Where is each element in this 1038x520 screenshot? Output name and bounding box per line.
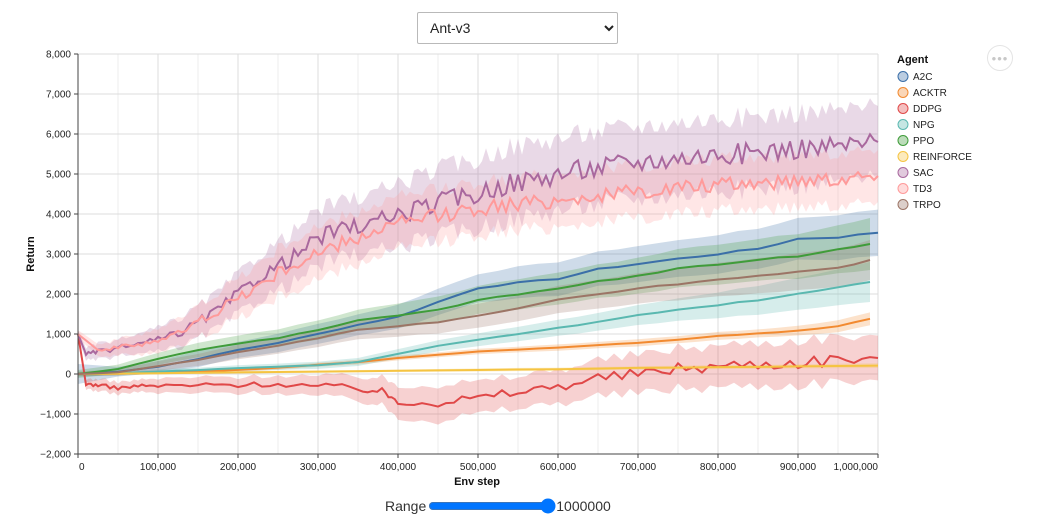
more-horizontal-icon: ••• <box>991 50 1009 66</box>
y-tick-label: 7,000 <box>46 90 71 101</box>
x-tick-label: 0 <box>79 462 85 473</box>
line-reinforce <box>77 364 879 375</box>
y-tick-label: 5,000 <box>46 170 71 181</box>
range-control: Range 1000000 <box>385 494 611 518</box>
x-tick-label: 200,000 <box>220 462 257 473</box>
y-tick-label: 6,000 <box>46 130 71 141</box>
y-tick-label: 0 <box>65 370 71 381</box>
y-tick-label: 1,000 <box>46 330 71 341</box>
legend: Agent A2C ACKTR DDPG NPG PPO REINFORCE SAC TD3 T… <box>897 54 972 211</box>
line-sac <box>77 132 879 357</box>
x-tick-label: 900,000 <box>780 462 817 473</box>
x-tick-label: 800,000 <box>700 462 737 473</box>
more-options-button[interactable]: ••• <box>987 45 1013 71</box>
x-tick-label: 600,000 <box>540 462 577 473</box>
line-a2c <box>77 231 879 375</box>
y-tick-label: −1,000 <box>40 410 71 421</box>
legend-item-npg[interactable]: NPG <box>913 120 935 131</box>
y-tick-label: 3,000 <box>46 250 71 261</box>
legend-item-a2c[interactable]: A2C <box>913 72 932 83</box>
y-tick-label: 4,000 <box>46 210 71 221</box>
legend-swatch-npg <box>897 119 909 130</box>
legend-swatch-td3 <box>897 183 909 194</box>
legend-item-td3[interactable]: TD3 <box>913 184 932 195</box>
line-npg <box>77 281 871 376</box>
chart-axes: −2,000 −1,000 0 1,000 2,000 3,000 4,000 5,000 6,… <box>40 50 879 473</box>
legend-title: Agent <box>897 54 929 66</box>
band-a2c <box>78 209 878 384</box>
line-acktr <box>77 317 871 375</box>
legend-item-acktr[interactable]: ACKTR <box>913 88 947 99</box>
x-tick-label: 100,000 <box>140 462 177 473</box>
y-axis-title: Return <box>25 236 37 272</box>
x-tick-label: 1,000,000 <box>834 462 879 473</box>
legend-swatch-reinforce <box>897 151 909 162</box>
legend-swatch-ddpg <box>897 103 909 114</box>
x-tick-label: 500,000 <box>460 462 497 473</box>
range-label: Range <box>385 498 427 514</box>
legend-item-ppo[interactable]: PPO <box>913 136 934 147</box>
x-axis-title: Env step <box>454 476 500 488</box>
legend-item-reinforce[interactable]: REINFORCE <box>913 152 972 163</box>
range-slider[interactable] <box>428 498 557 514</box>
legend-item-ddpg[interactable]: DDPG <box>913 104 942 115</box>
y-tick-label: 8,000 <box>46 50 71 61</box>
legend-swatch-ppo <box>897 135 909 146</box>
band-trpo <box>78 240 870 377</box>
legend-swatch-acktr <box>897 87 909 98</box>
legend-swatch-a2c <box>897 71 909 82</box>
legend-item-trpo[interactable]: TRPO <box>913 200 941 211</box>
x-tick-label: 400,000 <box>380 462 417 473</box>
band-td3 <box>78 146 878 358</box>
y-tick-label: −2,000 <box>40 450 71 461</box>
environment-select[interactable]: Ant-v3 <box>417 12 618 44</box>
x-tick-label: 300,000 <box>300 462 337 473</box>
x-tick-label: 700,000 <box>620 462 657 473</box>
line-trpo <box>77 259 871 375</box>
line-td3 <box>77 170 879 352</box>
chart-grid <box>77 53 879 455</box>
legend-swatch-sac <box>897 167 909 178</box>
series-lines <box>77 132 879 408</box>
legend-swatch-trpo <box>897 199 909 210</box>
range-value: 1000000 <box>556 498 611 514</box>
line-ppo <box>77 243 871 375</box>
y-tick-label: 2,000 <box>46 290 71 301</box>
legend-item-sac[interactable]: SAC <box>913 168 934 179</box>
band-ddpg <box>78 327 878 425</box>
